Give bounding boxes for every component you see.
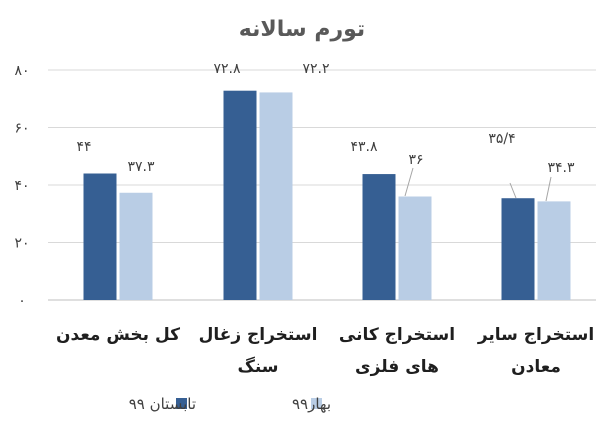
data-label: ۴۴	[76, 139, 91, 155]
chart-title: تورم سالانه	[239, 17, 365, 42]
data-label: ۳۶	[408, 152, 423, 168]
leader-line	[545, 176, 552, 202]
category-label: کل بخش معدن	[56, 325, 180, 345]
leader-lines	[404, 167, 552, 202]
bar	[223, 90, 257, 300]
y-tick-label: ۸۰	[14, 63, 29, 79]
bar	[119, 192, 153, 300]
y-tick-label: ۴۰	[14, 178, 29, 194]
data-label: ۳۴.۳	[547, 160, 574, 176]
category-label: های فلزی	[355, 357, 439, 377]
bar	[398, 196, 432, 300]
y-tick-label: ۲۰	[14, 236, 29, 252]
data-label: ۴۳.۸	[350, 139, 377, 155]
leader-line	[404, 167, 414, 197]
category-label: استخراج زغال	[199, 325, 318, 345]
data-labels: ۴۴ ۳۷.۳ ۷۲.۸ ۷۲.۲ ۴۳.۸ ۳۶ ۳۵/۴ ۳۴.۳	[76, 61, 574, 176]
legend-label: تابستان ۹۹	[129, 395, 196, 413]
y-axis: ۰ ۲۰ ۴۰ ۶۰ ۸۰	[14, 63, 29, 309]
bar	[362, 174, 396, 300]
data-label: ۳۷.۳	[127, 159, 154, 175]
bar	[259, 92, 293, 300]
data-label: ۷۲.۸	[213, 61, 240, 77]
data-label: ۳۵/۴	[488, 131, 515, 147]
data-label: ۷۲.۲	[302, 61, 329, 77]
bars	[83, 90, 571, 300]
legend-swatch	[176, 398, 187, 409]
legend: تابستان ۹۹ بهار۹۹	[129, 395, 331, 413]
bar	[501, 198, 535, 300]
legend-swatch	[311, 398, 322, 409]
category-label: استخراج کانی	[339, 325, 455, 345]
bar	[83, 173, 117, 300]
category-label: استخراج سایر	[477, 325, 594, 345]
y-tick-label: ۰	[18, 293, 26, 309]
leader-line	[509, 182, 517, 199]
legend-label: بهار۹۹	[292, 395, 331, 413]
y-tick-label: ۶۰	[14, 121, 29, 137]
category-label: معادن	[511, 357, 561, 377]
category-label: سنگ	[237, 356, 278, 377]
bar	[537, 201, 571, 300]
x-axis: کل بخش معدن استخراج زغال سنگ استخراج کانی ها…	[56, 325, 594, 377]
